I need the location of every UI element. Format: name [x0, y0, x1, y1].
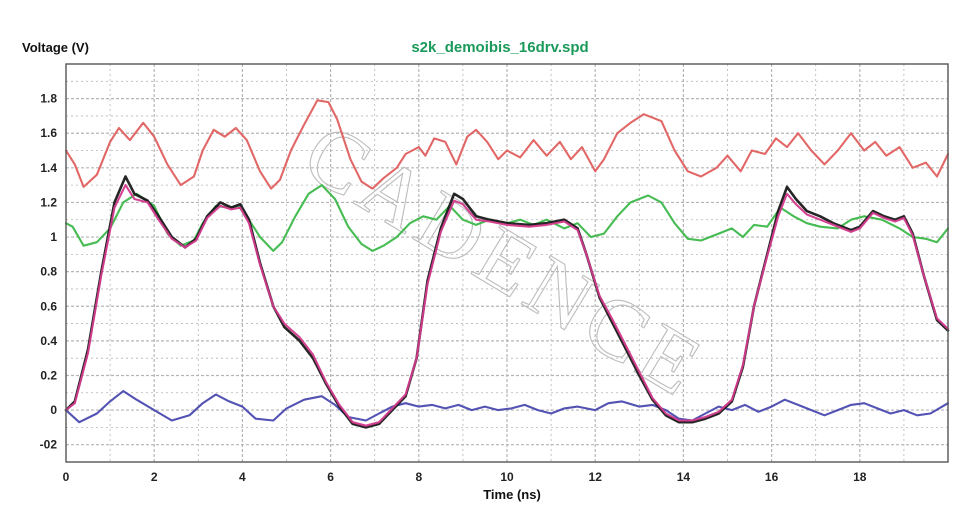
x-tick-label: 14: [677, 470, 691, 484]
x-axis-ticks: 0 2 4 6 8 10 12 14 16 18: [63, 470, 867, 484]
x-tick-label: 10: [500, 470, 514, 484]
x-tick-label: 2: [151, 470, 158, 484]
series-line-3: [64, 390, 950, 424]
plot-area: [64, 99, 950, 429]
y-axis-title: Voltage (V): [22, 40, 89, 55]
y-tick-label: 1.2: [40, 195, 57, 209]
x-tick-label: 0: [63, 470, 70, 484]
x-tick-label: 16: [765, 470, 779, 484]
x-tick-label: 12: [589, 470, 603, 484]
x-tick-label: 18: [853, 470, 867, 484]
y-tick-label: 1.8: [40, 92, 57, 106]
plot-frame: [65, 63, 949, 463]
y-tick-label: 0.2: [40, 368, 57, 382]
chart-title: s2k_demoibis_16drv.spd: [411, 39, 588, 56]
grid-lines: [66, 64, 948, 462]
series-line-5: [64, 184, 950, 427]
y-tick-label: 0.8: [40, 265, 57, 279]
y-tick-label: 0.6: [40, 299, 57, 313]
x-tick-label: 4: [239, 470, 246, 484]
y-tick-label: -02: [40, 438, 58, 452]
y-tick-label: 1.4: [40, 161, 57, 175]
series-line-1: [64, 99, 950, 190]
y-tick-label: 1: [50, 230, 57, 244]
x-tick-label: 8: [415, 470, 422, 484]
y-tick-label: 0: [50, 403, 57, 417]
y-axis-ticks: -02 0 0.2 0.4 0.6 0.8 1 1.2 1.4 1.6 1.8: [40, 92, 58, 452]
y-tick-label: 0.4: [40, 334, 57, 348]
x-axis-title: Time (ns): [483, 487, 541, 502]
x-tick-label: 6: [327, 470, 334, 484]
y-tick-label: 1.6: [40, 126, 57, 140]
